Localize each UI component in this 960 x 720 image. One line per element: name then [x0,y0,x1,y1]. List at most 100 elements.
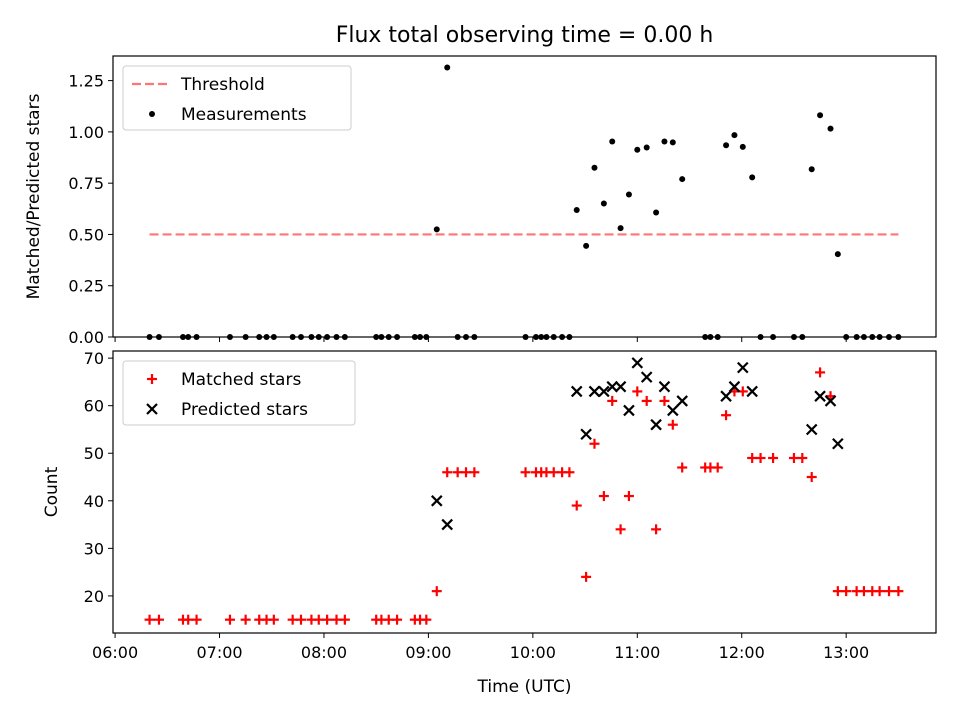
data-point [884,586,895,597]
data-point [723,142,730,149]
x-tick-label: 11:00 [614,643,660,662]
y-tick-label: 50 [84,444,104,463]
data-point [788,452,799,463]
data-point [224,614,235,625]
x-tick-label: 13:00 [823,643,869,662]
x-tick-label: 07:00 [196,643,242,662]
data-point [609,138,616,145]
data-point [746,385,758,398]
data-point [676,395,688,407]
ratio-panel: 0.00 0.25 0.50 0.75 1.00 1.25 Matched/Predicte… [24,55,937,347]
legend: Matched stars Predicted stars [122,360,356,426]
data-point [667,404,679,417]
data-point [641,395,652,406]
data-point [739,143,746,150]
data-point [469,467,480,478]
data-point [268,614,279,625]
x-tick-label: 06:00 [92,643,138,662]
data-point [339,614,350,625]
axes-frame [112,55,937,338]
data-point [600,200,607,207]
data-point [287,614,298,625]
data-point [667,419,678,430]
data-point [591,164,598,171]
y-tick-label: 60 [84,397,104,416]
legend-label: Threshold [180,75,265,95]
data-point [580,428,592,440]
data-point [431,586,442,597]
data-point [183,614,194,625]
legend-label: Measurements [181,105,307,125]
data-point [153,614,164,625]
data-point [614,380,627,393]
series-matched-stars [144,367,904,625]
data-point [433,226,440,233]
data-point [598,491,609,502]
x-tick-label: 12:00 [719,643,765,662]
data-point [651,524,662,535]
data-point [841,586,852,597]
x-axis-label: Time (UTC) [477,677,572,697]
data-point [383,614,394,625]
y-tick-label: 0.50 [68,225,104,244]
data-point [893,586,904,597]
data-point [623,404,635,417]
data-point [721,410,732,421]
data-point [461,467,472,478]
data-point [631,357,644,369]
y-tick-label: 70 [84,349,104,368]
y-tick-label: 30 [84,539,104,558]
data-point [331,614,342,625]
axes-frame [112,350,937,634]
data-point [661,138,668,145]
data-point [581,571,592,582]
x-tick-label: 10:00 [510,643,556,662]
y-axis-label: Count [42,466,62,517]
data-point [653,209,660,216]
data-point [797,452,808,463]
data-point [421,614,432,625]
data-point [520,467,531,478]
data-point [625,191,632,198]
y-tick-label: 20 [84,587,104,606]
data-point [295,614,306,625]
data-point [632,386,643,397]
data-point [747,452,758,463]
data-point [814,390,826,402]
data-point [659,395,670,406]
data-point [634,146,641,153]
data-point [570,385,583,398]
data-point [728,380,741,393]
data-point [749,174,756,181]
data-point [240,614,251,625]
legend-box [122,65,352,131]
x-tick-label: 09:00 [405,643,451,662]
data-point [677,462,688,473]
data-point [731,132,738,139]
data-point [720,390,732,402]
legend-swatch [146,403,158,415]
x-tick-label: 08:00 [301,643,347,662]
data-point [874,586,885,597]
data-point [737,361,749,374]
data-point [805,423,818,436]
series-predicted-stars [430,357,844,531]
data-point [643,144,650,151]
data-point [712,462,723,473]
data-point [442,467,453,478]
y-tick-label: 1.00 [68,123,104,142]
data-point [669,139,676,146]
data-point [623,491,634,502]
legend-label: Matched stars [181,370,301,390]
data-point [313,614,324,625]
y-tick-label: 1.25 [68,72,104,91]
data-point [573,207,580,214]
data-point [589,438,600,449]
data-point [588,385,601,398]
data-point [564,467,575,478]
legend: Threshold Measurements [122,65,352,131]
count-panel: 20 30 40 50 60 70 06:00 07:00 08:00 09:00 10:00 11:… [42,349,937,697]
data-point [444,64,451,71]
data-point [858,586,869,597]
data-point [452,467,463,478]
